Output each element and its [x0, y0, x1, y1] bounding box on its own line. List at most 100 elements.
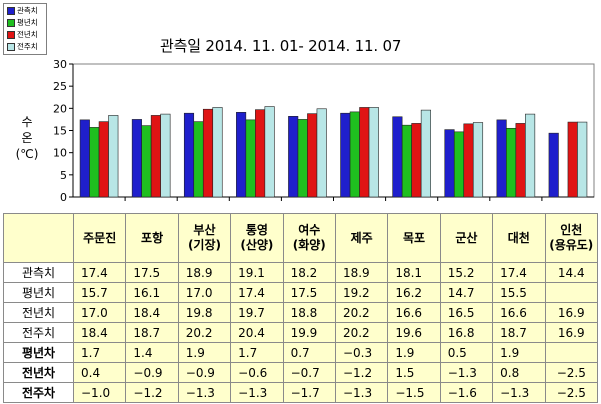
y-tick-label: 30	[53, 58, 67, 71]
table-cell: −1.3	[334, 382, 389, 403]
table-cell: 20.2	[334, 322, 389, 343]
table-cell: −1.2	[125, 382, 179, 403]
table-cell: 15.5	[492, 282, 546, 303]
bar	[463, 123, 474, 198]
legend-item: 전년치	[4, 29, 46, 40]
y-tick-label: 10	[53, 147, 67, 160]
table-cell: 16.6	[387, 302, 441, 323]
y-tick-label: 5	[60, 169, 67, 182]
legend-label: 전년치	[17, 29, 38, 39]
table-cell: 16.6	[492, 302, 546, 323]
bar	[525, 113, 536, 198]
table-header-row: 주문진 포항 부산 (기장) 통영 (산양) 여수 (화양) 제주 목포 군산 대천 인천 (용유도)	[3, 213, 599, 263]
table-cell: −0.3	[334, 342, 389, 363]
y-tick-label: 0	[60, 191, 67, 204]
y-tick-label: 20	[53, 102, 67, 115]
bar	[131, 119, 142, 198]
row-header: 평년치	[3, 282, 74, 303]
table-cell: 16.1	[125, 282, 179, 303]
table-row: 평년치 15.7 16.1 17.0 17.4 17.5 19.2 16.2 14.7 15.5	[3, 282, 599, 303]
row-header: 전년차	[3, 362, 74, 383]
legend-swatch	[7, 30, 15, 39]
column-header: 대천	[492, 213, 546, 263]
table-cell: −1.7	[282, 382, 336, 403]
row-header: 전년치	[3, 302, 74, 323]
table-cell: −1.3	[492, 382, 546, 403]
table-cell: 18.9	[334, 262, 389, 283]
table-cell: 18.9	[177, 262, 232, 283]
bar	[496, 119, 507, 198]
table-cell: 16.9	[544, 302, 599, 323]
column-header: 통영 (산양)	[230, 213, 284, 263]
row-header: 전주치	[3, 322, 74, 343]
bar	[401, 124, 412, 198]
row-header: 관측치	[3, 262, 74, 283]
table-cell: −2.5	[544, 382, 599, 403]
table-cell: 0.5	[439, 342, 494, 363]
table-cell: 1.7	[72, 342, 127, 363]
row-header: 평년차	[3, 342, 74, 363]
bar	[307, 113, 318, 198]
table-cell: 18.2	[282, 262, 336, 283]
table-cell: −1.3	[177, 382, 232, 403]
bar	[98, 121, 109, 198]
table-cell: 19.1	[230, 262, 284, 283]
legend-label: 관측치	[17, 5, 38, 15]
y-tick-label: 25	[53, 80, 67, 93]
table-cell: 18.7	[492, 322, 546, 343]
table-cell: 17.5	[125, 262, 179, 283]
table-cell: 20.2	[177, 322, 232, 343]
table-cell: −0.7	[282, 362, 336, 383]
table-cell: 18.4	[125, 302, 179, 323]
table-row: 전년차 0.4 −0.9 −0.9 −0.6 −0.7 −1.2 1.5 −1.3 0.8 −2.5	[3, 362, 599, 383]
table-row: 전년치 17.0 18.4 19.8 19.7 18.8 20.2 16.6 16.5 16.6 1…	[3, 302, 599, 323]
bar	[420, 109, 431, 198]
bar	[359, 107, 370, 198]
table-row: 전주치 18.4 18.7 20.2 20.4 19.9 20.2 19.6 16.8 18.7 1…	[3, 322, 599, 343]
bar	[264, 106, 275, 198]
table-row: 전주차 −1.0 −1.2 −1.3 −1.3 −1.7 −1.3 −1.5 −1.6 −1.3−…	[3, 382, 599, 403]
table-cell: 1.7	[230, 342, 284, 363]
row-header: 전주차	[3, 382, 74, 403]
bar	[255, 109, 266, 198]
bar	[150, 115, 161, 198]
legend-item: 관측치	[4, 5, 46, 16]
table-cell: 17.4	[230, 282, 284, 303]
column-header: 여수 (화양)	[282, 213, 336, 263]
table-cell: −0.9	[125, 362, 179, 383]
table-cell: 20.4	[230, 322, 284, 343]
table-cell: 1.9	[492, 342, 546, 363]
table-cell: −1.3	[439, 362, 494, 383]
table-cell: 17.0	[72, 302, 127, 323]
table-cell	[544, 282, 599, 303]
bar	[316, 108, 327, 198]
table-cell	[544, 342, 599, 363]
table-cell: 15.2	[439, 262, 494, 283]
bar	[515, 123, 526, 198]
column-header: 포항	[125, 213, 179, 263]
table-cell: −1.2	[334, 362, 389, 383]
table-cell: 1.4	[125, 342, 179, 363]
table-cell: 18.1	[387, 262, 441, 283]
bar	[183, 112, 195, 198]
column-header: 부산 (기장)	[177, 213, 232, 263]
table-cell: 0.4	[72, 362, 127, 383]
data-table: 주문진 포항 부산 (기장) 통영 (산양) 여수 (화양) 제주 목포 군산 대천 인천 (용유도) 관측…	[3, 213, 599, 403]
table-cell: 14.4	[544, 262, 599, 283]
table-corner-cell	[3, 213, 74, 263]
table-cell: 19.9	[282, 322, 336, 343]
table-cell: 18.8	[282, 302, 336, 323]
bar	[548, 132, 559, 198]
table-cell: −0.9	[177, 362, 232, 383]
table-cell: 16.8	[439, 322, 494, 343]
bar	[236, 112, 247, 198]
legend-label: 평년치	[17, 17, 38, 27]
table-cell: −0.6	[230, 362, 284, 383]
legend-item: 전주치	[4, 41, 46, 52]
bar	[349, 111, 360, 198]
table-cell: 17.4	[72, 262, 127, 283]
bar	[444, 129, 455, 198]
table-cell: 16.2	[387, 282, 441, 303]
table-cell: 17.0	[177, 282, 232, 303]
table-cell: 18.7	[125, 322, 179, 343]
